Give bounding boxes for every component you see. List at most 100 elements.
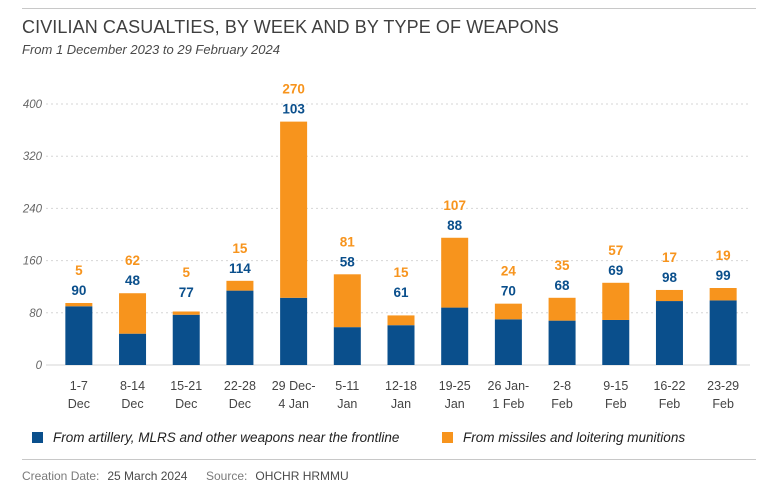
data-label-missiles: 107 [443, 198, 466, 213]
creation-date-label: Creation Date: [22, 469, 100, 483]
bar-artillery [602, 319, 630, 365]
x-tick-label-line1: 22-28 [224, 379, 256, 393]
bar-artillery [709, 300, 737, 365]
x-tick-label-line1: 23-29 [707, 379, 739, 393]
data-label-artillery: 68 [555, 278, 571, 293]
y-tick-label: 240 [22, 203, 43, 215]
x-tick-label-line2: Jan [337, 397, 357, 411]
x-tick-label-line1: 2-8 [553, 379, 571, 393]
bar-artillery [226, 290, 254, 365]
legend-swatch-missiles [442, 432, 453, 443]
x-tick-label-line2: Jan [391, 397, 411, 411]
bar-missiles [709, 288, 737, 301]
data-label-artillery: 90 [71, 283, 86, 298]
x-tick-label-line2: 1 Feb [492, 397, 524, 411]
bar-missiles [280, 121, 308, 298]
data-label-missiles: 15 [232, 241, 248, 256]
source-label: Source: [206, 469, 248, 483]
chart-subtitle: From 1 December 2023 to 29 February 2024 [22, 42, 280, 57]
source: Source: OHCHR HRMMU [206, 469, 349, 483]
legend-item-artillery: From artillery, MLRS and other weapons n… [32, 430, 399, 445]
data-label-missiles: 17 [662, 250, 677, 265]
data-label-missiles: 24 [501, 264, 517, 279]
footer-rule [22, 459, 756, 460]
creation-date: Creation Date: 25 March 2024 [22, 469, 187, 483]
bar-missiles [602, 282, 630, 320]
x-tick-label-line1: 16-22 [653, 379, 685, 393]
data-label-missiles: 62 [125, 253, 140, 268]
x-tick-label-line1: 15-21 [170, 379, 202, 393]
x-tick-label-line2: Dec [175, 397, 197, 411]
data-label-artillery: 98 [662, 270, 678, 285]
bar-artillery [119, 333, 147, 365]
bar-artillery [494, 319, 522, 365]
chart-title: CIVILIAN CASUALTIES, BY WEEK AND BY TYPE… [22, 17, 559, 37]
bar-missiles [441, 237, 469, 308]
y-tick-label: 320 [23, 151, 43, 163]
bar-missiles [548, 297, 576, 321]
bar-artillery [65, 306, 93, 365]
data-label-missiles: 81 [340, 234, 356, 249]
data-label-artillery: 61 [393, 285, 409, 300]
x-tick-label-line1: 1-7 [70, 379, 88, 393]
legend-item-missiles: From missiles and loitering munitions [442, 430, 685, 445]
y-tick-label: 160 [23, 256, 43, 268]
data-label-artillery: 70 [501, 284, 516, 299]
data-label-missiles: 5 [75, 263, 83, 278]
x-tick-label-line2: Feb [659, 397, 681, 411]
bar-artillery [172, 314, 200, 365]
x-tick-label-line2: Dec [229, 397, 251, 411]
data-label-artillery: 69 [608, 263, 623, 278]
legend-swatch-artillery [32, 432, 43, 443]
bar-artillery [280, 297, 308, 365]
data-label-missiles: 270 [282, 82, 305, 97]
x-tick-label-line1: 29 Dec- [272, 379, 316, 393]
x-tick-label-line1: 9-15 [603, 379, 628, 393]
x-tick-label-line1: 12-18 [385, 379, 417, 393]
x-tick-label-line2: Jan [445, 397, 465, 411]
data-label-artillery: 114 [229, 261, 251, 276]
bar-artillery [387, 325, 415, 365]
x-tick-label-line1: 26 Jan- [488, 379, 530, 393]
bar-missiles [333, 274, 361, 328]
data-label-missiles: 19 [716, 248, 731, 263]
y-tick-label: 400 [23, 99, 43, 111]
x-tick-label-line2: 4 Jan [278, 397, 309, 411]
creation-date-value: 25 March 2024 [107, 469, 188, 483]
top-rule [22, 8, 756, 9]
data-label-artillery: 48 [125, 273, 141, 288]
bar-artillery [548, 320, 576, 365]
data-label-artillery: 77 [179, 285, 194, 300]
bar-missiles [387, 315, 415, 326]
data-label-missiles: 15 [393, 265, 409, 280]
x-tick-label-line2: Feb [605, 397, 627, 411]
y-tick-label: 0 [36, 360, 43, 372]
bar-missiles [494, 303, 522, 320]
data-label-artillery: 103 [282, 102, 305, 117]
data-label-artillery: 58 [340, 254, 356, 269]
x-tick-label-line1: 8-14 [120, 379, 145, 393]
bar-artillery [441, 307, 469, 365]
bar-missiles [65, 303, 93, 307]
x-tick-label-line1: 19-25 [439, 379, 471, 393]
bar-missiles [226, 280, 254, 291]
x-tick-label-line1: 5-11 [335, 379, 359, 393]
bar-artillery [333, 327, 361, 365]
source-value: OHCHR HRMMU [255, 469, 349, 483]
legend-label-missiles: From missiles and loitering munitions [463, 430, 686, 445]
legend-label-artillery: From artillery, MLRS and other weapons n… [53, 430, 400, 445]
bar-missiles [655, 289, 683, 302]
bar-artillery [655, 301, 683, 365]
bar-missiles [119, 293, 147, 334]
x-tick-label-line2: Dec [121, 397, 143, 411]
data-label-artillery: 99 [716, 268, 731, 283]
bar-missiles [172, 311, 200, 315]
data-label-artillery: 88 [447, 218, 463, 233]
x-tick-label-line2: Feb [712, 397, 734, 411]
y-tick-label: 80 [29, 308, 42, 320]
x-tick-label-line2: Dec [68, 397, 90, 411]
data-label-missiles: 5 [182, 265, 190, 280]
data-label-missiles: 35 [555, 258, 571, 273]
data-label-missiles: 57 [608, 243, 623, 258]
